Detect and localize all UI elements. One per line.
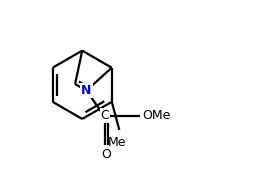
Text: C: C	[101, 110, 109, 122]
Text: Me: Me	[108, 136, 126, 149]
Text: O: O	[102, 147, 112, 161]
Text: N: N	[81, 84, 92, 97]
Text: OMe: OMe	[143, 110, 171, 122]
